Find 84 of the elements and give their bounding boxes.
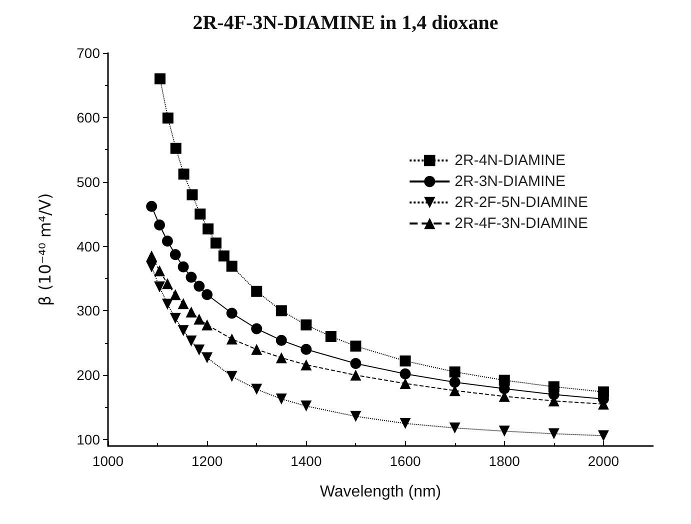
y-tick-label: 700 <box>76 45 100 61</box>
point <box>300 344 312 355</box>
x-tick-label: 1200 <box>192 453 223 469</box>
point <box>162 278 173 290</box>
point <box>251 323 262 334</box>
point <box>186 306 197 318</box>
point <box>251 286 262 297</box>
point <box>218 250 230 262</box>
y-tick-label: 100 <box>76 432 100 448</box>
point <box>202 319 213 330</box>
point <box>194 344 205 356</box>
point <box>194 280 205 292</box>
point <box>350 358 362 370</box>
point <box>300 319 312 330</box>
point <box>300 359 312 370</box>
point <box>400 418 411 429</box>
legend-label: 2R-2F-5N-DIAMINE <box>454 194 588 211</box>
point <box>251 344 262 355</box>
point <box>276 334 287 346</box>
point <box>170 249 181 260</box>
point <box>146 200 158 212</box>
chart-title: 2R-4F-3N-DIAMINE in 1,4 dioxane <box>192 12 498 34</box>
point <box>276 393 287 404</box>
point <box>548 428 560 440</box>
point <box>202 223 214 234</box>
point <box>178 298 189 310</box>
x-tick-label: 2000 <box>588 453 620 469</box>
point <box>276 352 287 364</box>
y-tick-label: 500 <box>76 174 100 190</box>
x-tick-label: 1000 <box>92 453 124 469</box>
point <box>400 355 411 366</box>
point <box>400 378 411 390</box>
y-tick-label: 400 <box>76 238 100 254</box>
legend-label: 2R-4F-3N-DIAMINE <box>454 215 588 232</box>
point <box>186 335 197 346</box>
point <box>146 250 158 262</box>
point <box>226 334 238 345</box>
point <box>350 340 362 352</box>
point <box>202 352 213 364</box>
point <box>194 314 205 325</box>
point <box>400 368 411 380</box>
point <box>226 308 238 319</box>
point <box>300 400 312 412</box>
y-tick-label: 300 <box>76 302 100 319</box>
point <box>449 376 460 388</box>
point <box>186 189 198 200</box>
point <box>170 142 182 154</box>
point <box>194 208 206 220</box>
y-tick-label: 600 <box>76 109 100 126</box>
point <box>146 261 158 272</box>
point <box>226 260 238 272</box>
point <box>162 236 173 247</box>
point <box>350 410 362 422</box>
point <box>449 366 460 378</box>
point <box>251 384 262 395</box>
legend-label: 2R-3N-DIAMINE <box>454 173 566 190</box>
point <box>178 168 190 180</box>
point <box>154 73 166 84</box>
point <box>325 330 336 342</box>
legend-label: 2R-4N-DIAMINE <box>454 152 566 169</box>
point <box>162 298 173 310</box>
x-tick-label: 1800 <box>488 453 520 469</box>
point <box>154 281 166 292</box>
x-tick-label: 1600 <box>390 453 422 469</box>
x-axis-title: Wavelength (nm) <box>320 484 442 500</box>
point <box>498 426 510 437</box>
y-tick-label: 200 <box>76 367 100 384</box>
point <box>202 289 213 300</box>
point <box>210 238 222 249</box>
point <box>598 430 609 442</box>
point <box>186 272 197 283</box>
point <box>350 370 362 381</box>
y-axis-title: β (10⁻⁴⁰ m⁴/V) <box>36 193 54 306</box>
point <box>170 289 181 300</box>
point <box>162 112 174 124</box>
x-tick-label: 1400 <box>290 453 322 469</box>
point <box>178 261 189 272</box>
point <box>226 370 238 382</box>
point <box>178 325 189 336</box>
point <box>276 305 287 316</box>
point <box>154 265 166 276</box>
point <box>154 220 166 231</box>
point <box>449 422 460 434</box>
point <box>170 312 181 324</box>
